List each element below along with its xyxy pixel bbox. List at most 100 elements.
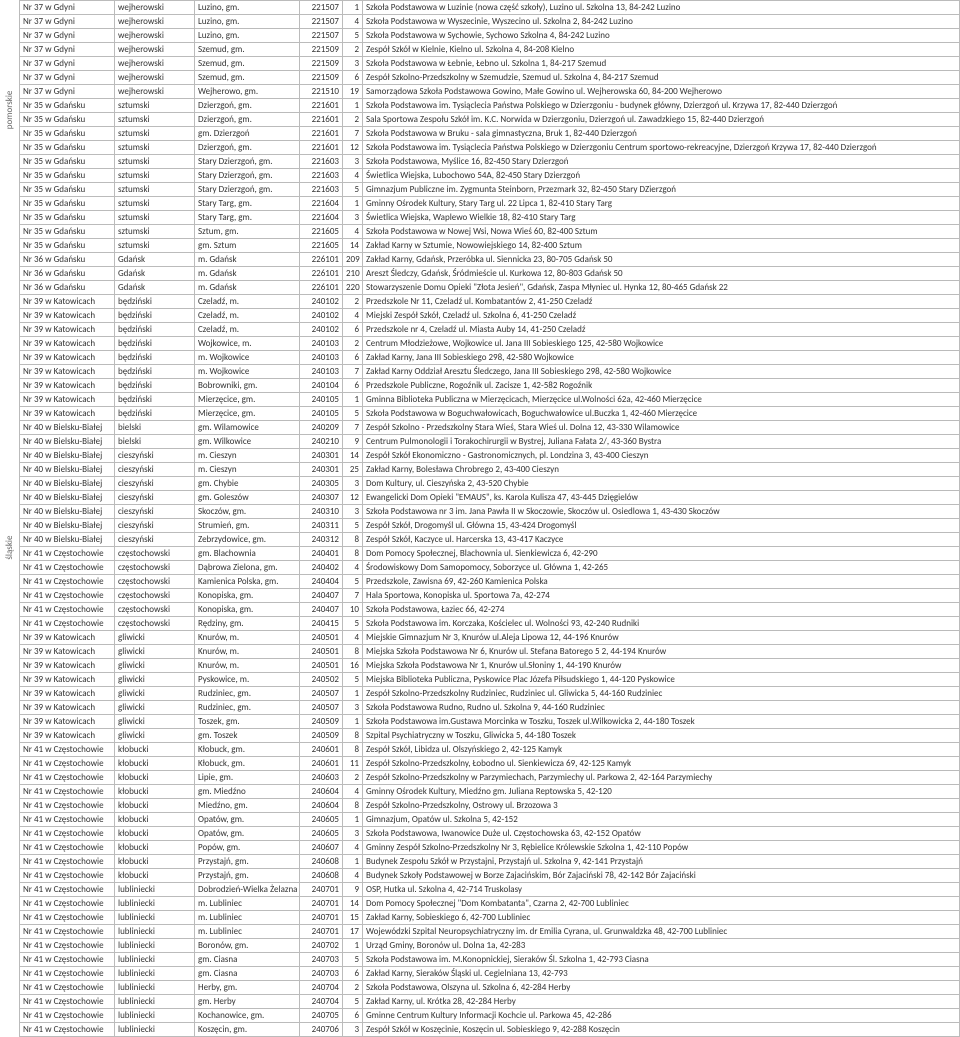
cell: Czeladź, m. <box>195 323 300 337</box>
cell: 8 <box>343 743 363 757</box>
cell: Areszt Śledczy, Gdańsk, Śródmieście ul. … <box>363 267 960 281</box>
cell: Zespół Szkolno-Przedszkolny Rudziniec, R… <box>363 687 960 701</box>
cell: Kłobuck, gm. <box>195 757 300 771</box>
cell: Zakład Karny, Sieraków Śląski ul. Cegiel… <box>363 967 960 981</box>
table-row: Nr 39 w KatowicachgliwickiToszek, gm.240… <box>20 715 960 729</box>
cell: Nr 41 w Częstochowie <box>20 561 115 575</box>
cell: Herby, gm. <box>195 981 300 995</box>
table-row: Nr 41 w Częstochowiekłobuckigm. Miedźno2… <box>20 785 960 799</box>
cell: 16 <box>343 659 363 673</box>
cell: będziński <box>115 379 195 393</box>
cell: 1 <box>343 393 363 407</box>
cell: 3 <box>343 827 363 841</box>
table-row: Nr 41 w Częstochowielublinieckigm. Herby… <box>20 995 960 1009</box>
region-label: śląskie <box>0 219 19 877</box>
cell: Nr 35 w Gdańsku <box>20 211 115 225</box>
cell: 240105 <box>300 393 343 407</box>
cell: 240312 <box>300 533 343 547</box>
cell: Zakład Karny, ul. Krótka 28, 42-284 Herb… <box>363 995 960 1009</box>
cell: wejherowski <box>115 29 195 43</box>
cell: 221509 <box>300 57 343 71</box>
cell: Nr 41 w Częstochowie <box>20 771 115 785</box>
cell: kłobucki <box>115 757 195 771</box>
cell: 3 <box>343 57 363 71</box>
cell: 1 <box>343 687 363 701</box>
cell: Świetlica Wiejska, Waplewo Wielkie 18, 8… <box>363 211 960 225</box>
cell: Dom Pomocy Społecznej "Dom Kombatanta", … <box>363 897 960 911</box>
cell: Nr 41 w Częstochowie <box>20 827 115 841</box>
cell: kłobucki <box>115 813 195 827</box>
cell: 5 <box>343 953 363 967</box>
cell: wejherowski <box>115 71 195 85</box>
cell: 1 <box>343 715 363 729</box>
cell: 6 <box>343 1009 363 1023</box>
cell: Dom Pomocy Społecznej, Blachownia ul. Si… <box>363 547 960 561</box>
cell: 4 <box>343 561 363 575</box>
cell: gliwicki <box>115 673 195 687</box>
cell: gliwicki <box>115 659 195 673</box>
cell: gliwicki <box>115 701 195 715</box>
region-label: pomorskie <box>0 0 19 219</box>
cell: 2 <box>343 43 363 57</box>
cell: Nr 41 w Częstochowie <box>20 547 115 561</box>
cell: 240507 <box>300 701 343 715</box>
cell: Nr 41 w Częstochowie <box>20 911 115 925</box>
cell: Stary Dzierzgoń, gm. <box>195 183 300 197</box>
cell: bielski <box>115 435 195 449</box>
cell: 240703 <box>300 953 343 967</box>
cell: Nr 39 w Katowicach <box>20 309 115 323</box>
cell: 5 <box>343 617 363 631</box>
cell: 240311 <box>300 519 343 533</box>
cell: Zespół Szkół, Drogomyśl ul. Główna 15, 4… <box>363 519 960 533</box>
cell: kłobucki <box>115 799 195 813</box>
cell: sztumski <box>115 99 195 113</box>
cell: Centrum Pulmonologii i Torakochirurgii w… <box>363 435 960 449</box>
cell: Kłobuck, gm. <box>195 743 300 757</box>
cell: Konopiska, gm. <box>195 603 300 617</box>
cell: Miejska Biblioteka Publiczna, Pyskowice … <box>363 673 960 687</box>
cell: lubliniecki <box>115 911 195 925</box>
cell: Ewangelicki Dom Opieki "EMAUS", ks. Karo… <box>363 491 960 505</box>
cell: Pyskowice, m. <box>195 673 300 687</box>
cell: Nr 41 w Częstochowie <box>20 743 115 757</box>
cell: lubliniecki <box>115 883 195 897</box>
table-row: Nr 41 w CzęstochowieczęstochowskiDąbrowa… <box>20 561 960 575</box>
cell: cieszyński <box>115 449 195 463</box>
cell: gliwicki <box>115 729 195 743</box>
table-row: Nr 41 w CzęstochowiekłobuckiOpatów, gm.2… <box>20 827 960 841</box>
cell: Szkoła Podstawowa im.Gustawa Morcinka w … <box>363 715 960 729</box>
cell: Gdańsk <box>115 267 195 281</box>
cell: 240407 <box>300 589 343 603</box>
cell: 221601 <box>300 141 343 155</box>
cell: Nr 40 w Bielsku-Białej <box>20 435 115 449</box>
table-row: Nr 39 w KatowicachgliwickiKnurów, m.2405… <box>20 659 960 673</box>
cell: Miejska Szkoła Podstawowa Nr 1, Knurów u… <box>363 659 960 673</box>
cell: Gminne Centrum Kultury Informacji Kochci… <box>363 1009 960 1023</box>
table-row: Nr 36 w GdańskuGdańskm. Gdańsk226101220S… <box>20 281 960 295</box>
cell: Opatów, gm. <box>195 827 300 841</box>
cell: Nr 40 w Bielsku-Białej <box>20 463 115 477</box>
cell: wejherowski <box>115 1 195 15</box>
cell: 7 <box>343 127 363 141</box>
cell: Konopiska, gm. <box>195 589 300 603</box>
cell: będziński <box>115 337 195 351</box>
cell: Zespół Szkolno-Przedszkolny, Ostrowy ul.… <box>363 799 960 813</box>
cell: Nr 41 w Częstochowie <box>20 995 115 1009</box>
cell: 240701 <box>300 911 343 925</box>
cell: 5 <box>343 29 363 43</box>
table-row: Nr 41 w CzęstochowielublinieckiBoronów, … <box>20 939 960 953</box>
cell: lubliniecki <box>115 981 195 995</box>
cell: Gminna Biblioteka Publiczna w Mierzęcica… <box>363 393 960 407</box>
table-row: Nr 41 w CzęstochowieczęstochowskiKonopis… <box>20 589 960 603</box>
cell: Nr 41 w Częstochowie <box>20 1009 115 1023</box>
cell: Knurów, m. <box>195 631 300 645</box>
data-table: Nr 37 w GdyniwejherowskiLuzino, gm.22150… <box>19 0 960 1037</box>
cell: 1 <box>343 99 363 113</box>
cell: 221604 <box>300 197 343 211</box>
cell: Stowarzyszenie Domu Opieki "Złota Jesień… <box>363 281 960 295</box>
cell: Miejskie Gimnazjum Nr 3, Knurów ul.Aleja… <box>363 631 960 645</box>
table-body: Nr 37 w GdyniwejherowskiLuzino, gm.22150… <box>20 1 960 1037</box>
cell: lubliniecki <box>115 953 195 967</box>
table-row: Nr 35 w GdańskusztumskiStary Targ, gm.22… <box>20 211 960 225</box>
cell: 226101 <box>300 281 343 295</box>
